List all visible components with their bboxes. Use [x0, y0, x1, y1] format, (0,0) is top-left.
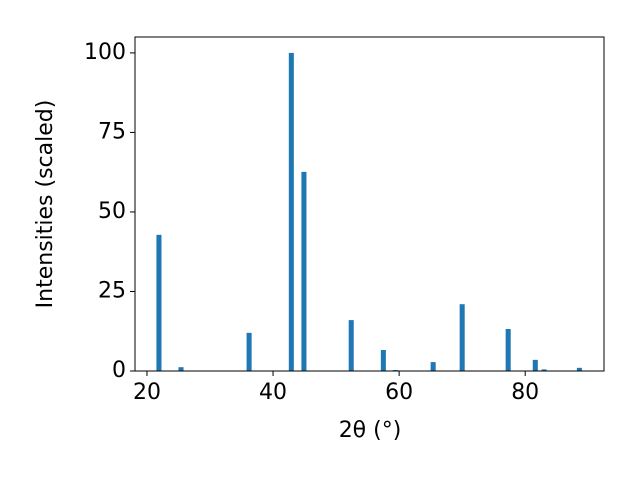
- y-tick-label: 25: [98, 278, 126, 303]
- bar: [532, 359, 538, 371]
- bar: [288, 52, 294, 372]
- y-tick-label: 50: [98, 199, 126, 224]
- y-tick-label: 75: [98, 119, 126, 144]
- y-tick-label: 100: [84, 40, 126, 65]
- x-tick-label: 60: [385, 380, 413, 405]
- x-axis-label: 2θ (°): [339, 418, 402, 443]
- bar: [348, 320, 354, 371]
- bar: [246, 332, 252, 371]
- x-tick-label: 40: [259, 380, 287, 405]
- bar: [301, 171, 307, 371]
- bar: [178, 367, 184, 371]
- plot-frame: [134, 36, 605, 372]
- x-tick-label: 80: [511, 380, 539, 405]
- bar: [156, 234, 162, 371]
- bar: [430, 362, 436, 371]
- bar: [505, 329, 511, 371]
- bar: [380, 350, 386, 371]
- bar: [459, 304, 465, 371]
- y-tick-label: 0: [112, 358, 126, 383]
- bar: [576, 367, 582, 371]
- y-axis-label: Intensities (scaled): [33, 100, 58, 309]
- bar: [541, 369, 547, 371]
- x-tick-label: 20: [133, 380, 161, 405]
